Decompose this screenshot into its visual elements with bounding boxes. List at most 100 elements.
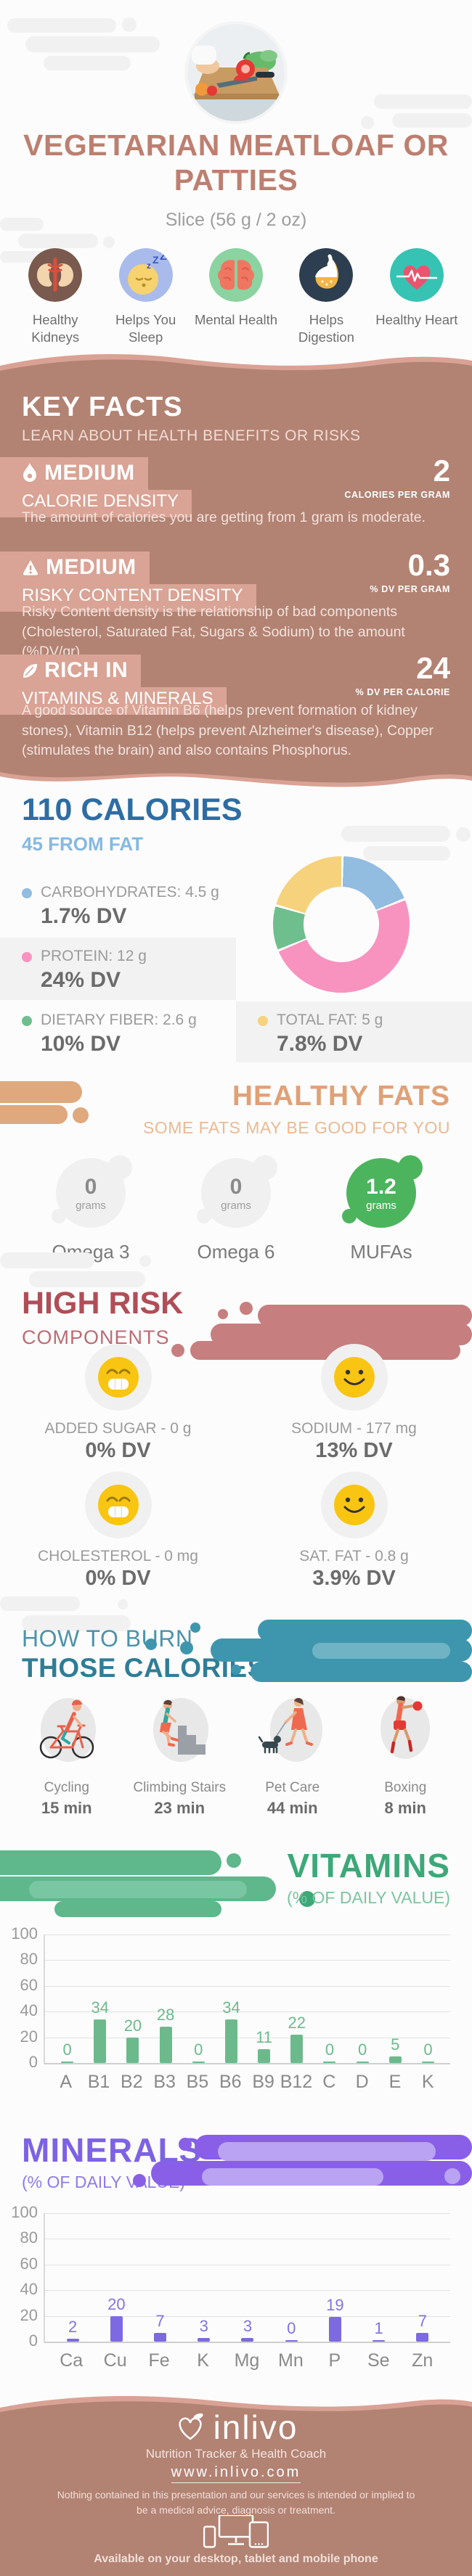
cycling-icon xyxy=(39,1698,96,1762)
risk-label: SODIUM - 177 mg xyxy=(291,1420,417,1437)
blob-decoration xyxy=(374,94,472,109)
benefit-label: Healthy Heart xyxy=(375,312,458,327)
benefit-item: Healthy Heart xyxy=(372,248,462,346)
blob-decoration xyxy=(231,1665,241,1675)
serving-size: Slice (56 g / 2 oz) xyxy=(165,210,307,230)
blob-decoration xyxy=(312,1643,450,1659)
x-axis-labels: Ca Cu Fe K Mg Mn P Se Zn xyxy=(60,2350,434,2371)
mood-ring xyxy=(84,1472,152,1538)
kidneys-icon xyxy=(28,248,83,302)
legend-dv: 7.8% DV xyxy=(277,1032,363,1056)
blob-decoration xyxy=(180,1641,193,1654)
fact-unit: CALORIES PER GRAM xyxy=(344,490,450,500)
blob-decoration xyxy=(361,116,374,129)
fact-description: A good source of Vitamin B6 (helps preve… xyxy=(22,702,434,759)
legend-highlight-band xyxy=(0,938,236,1000)
activity-label: Cycling xyxy=(44,1780,89,1795)
footer-tagline: Nutrition Tracker & Health Coach xyxy=(145,2447,327,2461)
benefit-label: Helps Digestion xyxy=(298,312,354,345)
blob-decoration xyxy=(29,1271,145,1287)
fact-rich-in-vitamins: RICH IN VITAMINS & MINERALS xyxy=(0,655,227,715)
legend-dot xyxy=(22,888,32,898)
legend-highlight-band xyxy=(236,1001,472,1062)
wave-top xyxy=(0,354,472,377)
blob-decoration xyxy=(251,1881,264,1894)
benefit-label: Mental Health xyxy=(194,312,278,327)
fat-label: MUFAs xyxy=(350,1241,412,1263)
blob-decoration xyxy=(22,1615,131,1631)
benefit-item: z Z Z Helps You Sleep xyxy=(100,248,190,346)
footer-background xyxy=(0,2387,472,2576)
risk-dv: 13% DV xyxy=(315,1439,393,1462)
fact-risky-content-density: MEDIUM RISKY CONTENT DENSITY xyxy=(0,551,256,612)
fact-level: RICH IN xyxy=(44,658,129,682)
activity-label: Pet Care xyxy=(265,1780,320,1795)
y-axis-ticks: 0 20 40 60 80 100 xyxy=(11,2203,38,2350)
dog-walking-icon xyxy=(258,1698,322,1762)
footer-url-text[interactable]: www.inlivo.com xyxy=(171,2464,301,2483)
blob-decoration xyxy=(453,1666,466,1679)
key-facts-title: KEY FACTS xyxy=(22,392,183,422)
risk-sodium: SODIUM - 177 mg 13% DV xyxy=(236,1344,472,1463)
blob-decoration xyxy=(54,1901,221,1917)
fact-calorie-density: MEDIUM CALORIE DENSITY xyxy=(0,457,192,517)
calorie-breakdown-donut-chart xyxy=(273,856,410,993)
activity-label: Boxing xyxy=(384,1780,427,1795)
blob-decoration xyxy=(190,1623,200,1633)
risk-dv: 0% DV xyxy=(85,1439,151,1462)
burn-title-line1: HOW TO BURN xyxy=(22,1625,193,1652)
benefit-label: Helps You Sleep xyxy=(115,312,176,345)
footer-disclaimer: Nothing contained in this presentation a… xyxy=(57,2489,415,2516)
blob-decoration xyxy=(0,1596,80,1611)
devices-icon xyxy=(203,2514,269,2555)
legend-carbohydrates: CARBOHYDRATES: 4.5 g 1.7% DV xyxy=(22,884,219,929)
high-risk-title: HIGH RISK xyxy=(22,1286,184,1321)
blob-decoration xyxy=(103,237,115,248)
legend-total-fat: TOTAL FAT: 5 g 7.8% DV xyxy=(258,1012,383,1057)
fact-name: VITAMINS & MINERALS xyxy=(0,687,227,715)
blob-decoration xyxy=(218,1309,228,1319)
blob-decoration xyxy=(392,113,472,128)
fact-value: 0.3 % DV PER GRAM xyxy=(370,550,450,595)
blob-decoration xyxy=(179,2138,192,2151)
activity-item: Boxing 8 min xyxy=(349,1685,463,1818)
mood-ring xyxy=(320,1344,388,1411)
blob-decoration xyxy=(456,827,471,842)
blob-decoration xyxy=(0,1081,82,1103)
fat-item: 0 grams Omega 3 xyxy=(18,1155,163,1263)
sleeping-face-icon: z Z Z xyxy=(118,248,173,302)
fat-item: 1.2 grams MUFAs xyxy=(309,1155,454,1263)
healthy-fats-row: 0 grams Omega 3 0 grams Omega 6 1.2 gram… xyxy=(18,1155,454,1263)
vitamins-bar-chart: 0 20 40 60 80 100 0 34 20 28 0 34 11 22 0 0 5 0 A B1 B2 B3 B… xyxy=(11,1924,450,2093)
legend-protein: PROTEIN: 12 g 24% DV xyxy=(22,948,147,993)
fat-value: 0 xyxy=(84,1174,97,1199)
mood-ring xyxy=(84,1344,152,1411)
legend-dot xyxy=(22,1016,32,1026)
blob-decoration xyxy=(190,1341,460,1360)
heart-pulse-icon xyxy=(389,248,444,302)
omega6-circle: 0 grams xyxy=(197,1155,277,1228)
fat-value: 0 xyxy=(229,1174,243,1199)
risk-label: SAT. FAT - 0.8 g xyxy=(299,1548,409,1564)
legend-dot xyxy=(258,1016,268,1026)
footer-url[interactable]: www.inlivo.com xyxy=(0,2464,472,2483)
activity-duration: 44 min xyxy=(266,1799,318,1817)
activity-item: Cycling 15 min xyxy=(10,1685,123,1818)
risk-added-sugar: ADDED SUGAR - 0 g 0% DV xyxy=(0,1344,236,1463)
boxing-icon xyxy=(381,1696,431,1759)
fact-number: 24 xyxy=(416,651,450,685)
calories-title: 110 CALORIES xyxy=(22,792,243,827)
blob-decoration xyxy=(444,2168,460,2184)
vitamins-title: VITAMINS xyxy=(287,1847,450,1884)
blob-decoration xyxy=(171,1344,184,1357)
food-photo xyxy=(187,24,285,121)
smiling-face-icon xyxy=(333,1357,375,1398)
stomach-icon xyxy=(299,248,354,302)
blob-decoration xyxy=(29,1881,247,1898)
svg-text:Z: Z xyxy=(160,250,167,263)
blob-decoration xyxy=(251,1662,472,1682)
blob-decoration xyxy=(18,234,98,248)
legend-dv: 24% DV xyxy=(41,968,121,992)
healthy-fats-title: HEALTHY FATS xyxy=(232,1080,450,1112)
activity-item: Pet Care 44 min xyxy=(236,1685,349,1818)
